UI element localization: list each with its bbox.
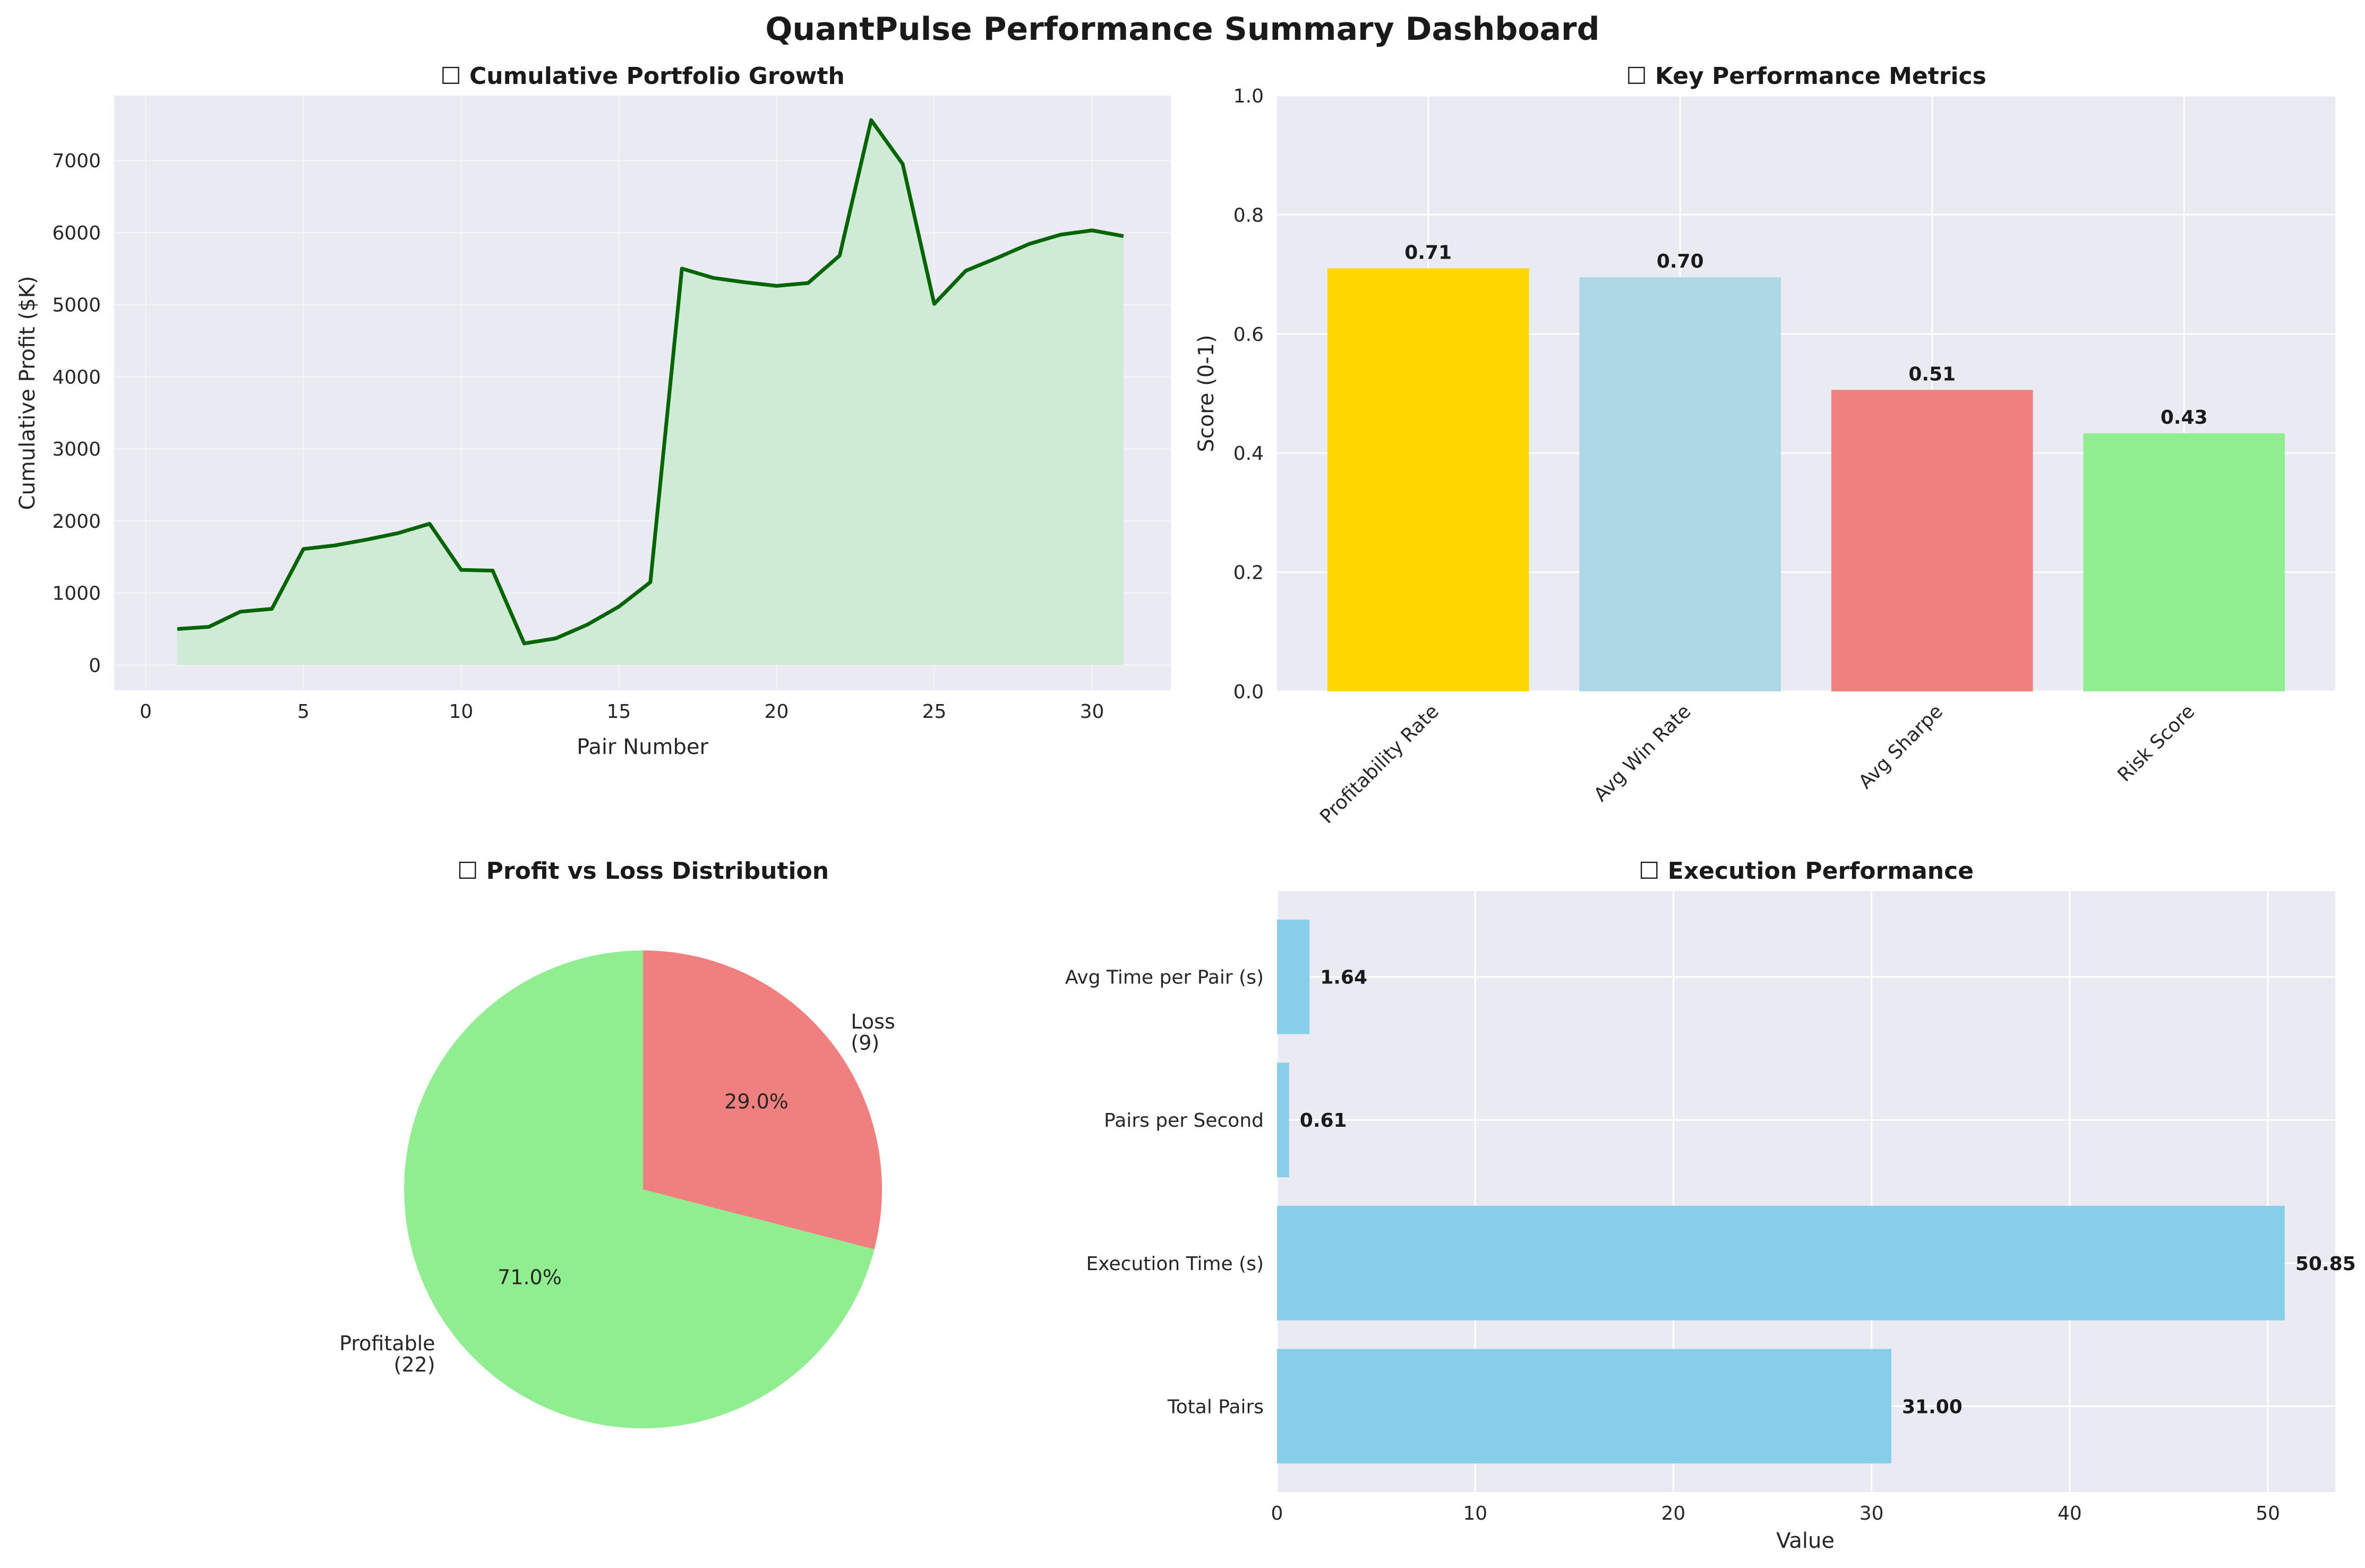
metric-bar <box>1327 268 1529 691</box>
pie-slice-label: Profitable <box>339 1332 435 1355</box>
y-tick-label: Total Pairs <box>1167 1396 1264 1418</box>
pie-slice <box>643 950 882 1249</box>
y-tick-label: 1.0 <box>1233 85 1264 107</box>
y-tick-label: 5000 <box>52 295 101 316</box>
y-tick-label: 0.4 <box>1233 443 1264 465</box>
cumulative-growth-chart: 0 5 10 15 20 25 30 0 1000 2000 3000 4000 5000 6000 700… <box>15 63 1171 759</box>
metric-bar <box>1579 277 1781 691</box>
bar-value-label: 50.85 <box>2295 1253 2356 1275</box>
bar-value-label: 31.00 <box>1902 1396 1963 1418</box>
bar-value-label: 0.70 <box>1657 251 1704 272</box>
x-tick-label: 30 <box>1080 701 1104 723</box>
x-axis-label: Pair Number <box>577 735 708 759</box>
y-tick-label: 7000 <box>52 150 101 172</box>
x-tick-label: 30 <box>1860 1503 1884 1524</box>
x-tick-label: 5 <box>297 701 310 723</box>
y-axis-label: Cumulative Profit ($K) <box>15 276 40 510</box>
y-tick-label: 0.8 <box>1233 204 1264 226</box>
y-tick-label: 6000 <box>52 222 101 244</box>
bar-value-label: 0.61 <box>1300 1110 1347 1132</box>
x-axis-label: Value <box>1776 1529 1835 1553</box>
pie-slice-label: Loss <box>851 1010 895 1033</box>
dashboard-title: QuantPulse Performance Summary Dashboard <box>765 11 1599 48</box>
x-tick-label: Avg Sharpe <box>1855 700 1947 793</box>
x-tick-label: 50 <box>2256 1503 2280 1524</box>
x-tick-label: Profitability Rate <box>1316 700 1443 828</box>
y-tick-label: Execution Time (s) <box>1086 1253 1264 1275</box>
y-tick-label: 1000 <box>52 583 101 605</box>
pie-slice-count: (9) <box>851 1031 879 1055</box>
chart-title: ☐ Cumulative Portfolio Growth <box>440 63 845 90</box>
bar-value-label: 0.51 <box>1908 363 1956 385</box>
y-tick-label: Avg Time per Pair (s) <box>1065 967 1264 989</box>
x-tick-label: Avg Win Rate <box>1590 700 1695 806</box>
chart-title: ☐ Profit vs Loss Distribution <box>457 858 829 885</box>
y-tick-label: 3000 <box>52 439 101 460</box>
profit-line <box>177 118 1124 646</box>
pie-pct-label: 29.0% <box>724 1090 789 1113</box>
key-metrics-chart: 0.0 0.2 0.4 0.6 0.8 1.0 0.71 Profitability Rate… <box>1194 63 2335 828</box>
bar-value-label: 0.71 <box>1404 242 1452 263</box>
execution-bar <box>1277 1349 1891 1464</box>
execution-bar <box>1277 919 1310 1034</box>
execution-bar <box>1277 1205 2285 1321</box>
x-tick-label: 20 <box>765 701 789 723</box>
pie-pct-label: 71.0% <box>498 1265 562 1289</box>
x-tick-label: 15 <box>607 701 631 723</box>
y-tick-label: 0 <box>89 655 101 676</box>
chart-title: ☐ Execution Performance <box>1639 858 1974 885</box>
x-tick-label: 20 <box>1661 1503 1686 1524</box>
metric-bar <box>1831 390 2033 691</box>
x-tick-label: 10 <box>449 701 474 723</box>
pie-slice <box>404 950 875 1428</box>
bar-value-label: 1.64 <box>1320 967 1367 989</box>
execution-bar <box>1277 1063 1289 1178</box>
metric-bar <box>2083 433 2285 691</box>
x-tick-label: 10 <box>1463 1503 1487 1524</box>
profit-loss-pie-chart: 71.0% Profitable(22) 29.0% Loss(9) ☐ Profit … <box>339 858 895 1428</box>
bar-value-label: 0.43 <box>2161 407 2208 429</box>
y-tick-label: 0.6 <box>1233 324 1264 346</box>
x-tick-label: 25 <box>922 701 947 723</box>
x-tick-label: 0 <box>140 701 152 723</box>
execution-performance-chart: 0 10 20 30 40 50 31.00 Total Pairs 50.85 Executio… <box>1065 858 2356 1553</box>
x-tick-label: 0 <box>1271 1503 1283 1524</box>
y-tick-label: Pairs per Second <box>1104 1110 1264 1132</box>
y-tick-label: 2000 <box>52 511 101 533</box>
y-tick-label: 0.0 <box>1233 681 1264 703</box>
y-tick-label: 4000 <box>52 366 101 388</box>
chart-title: ☐ Key Performance Metrics <box>1626 63 1986 90</box>
y-axis-label: Score (0-1) <box>1194 335 1219 452</box>
x-tick-label: Risk Score <box>2114 700 2199 786</box>
y-tick-label: 0.2 <box>1233 562 1264 584</box>
x-tick-label: 40 <box>2058 1503 2082 1524</box>
pie-slice-count: (22) <box>394 1353 435 1376</box>
